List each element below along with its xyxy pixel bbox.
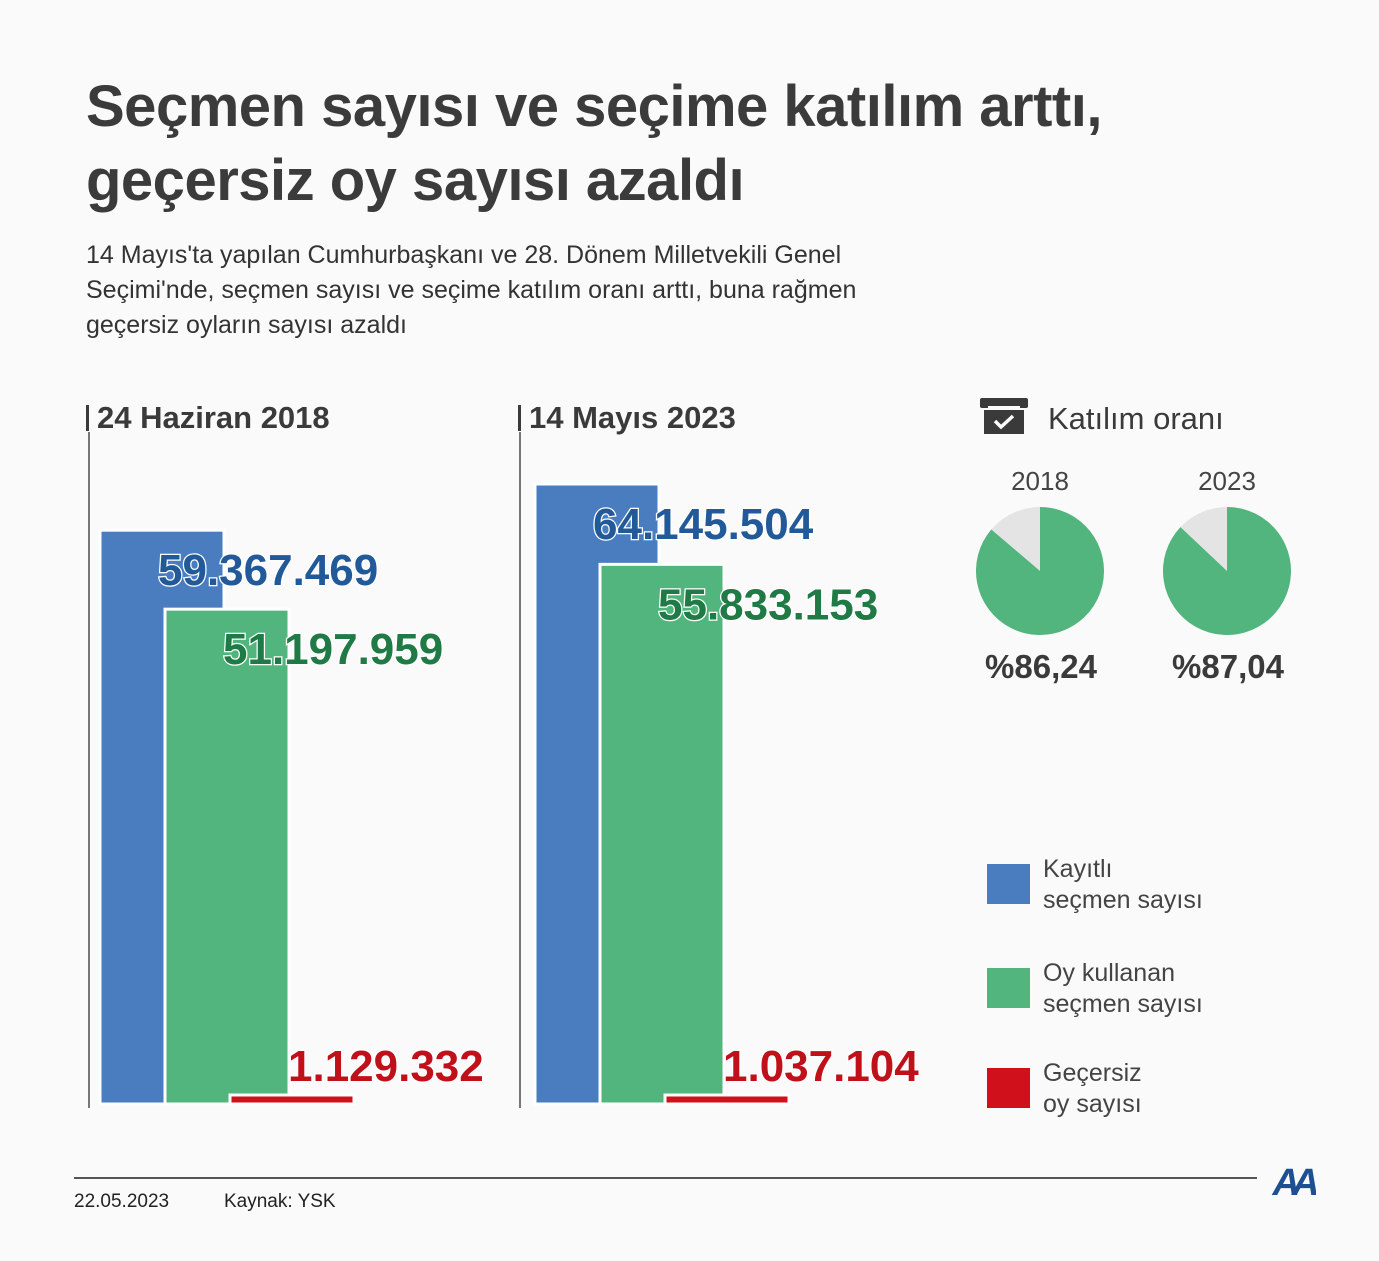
bar-voted-2023: [598, 562, 726, 1106]
legend-label-voted: Oy kullanan seçmen sayısı: [1043, 959, 1203, 1018]
bar-invalid-2018: [228, 1093, 356, 1106]
legend-swatch-invalid: [987, 1068, 1030, 1108]
pie-year-2023: 2023: [1198, 466, 1256, 496]
page-title: Seçmen sayısı ve seçime katılım arttı, g…: [86, 70, 1102, 218]
bar-invalid-2023: [663, 1093, 791, 1106]
footer-source: Kaynak: YSK: [224, 1191, 336, 1212]
subtitle-line-3: geçersiz oyların sayısı azaldı: [86, 311, 407, 339]
bar-label-invalid-2018: 1.129.332: [288, 1042, 484, 1091]
pie-percent-2023: %87,04: [1172, 648, 1284, 685]
logo-text: AA: [1272, 1162, 1316, 1201]
title-line-1: Seçmen sayısı ve seçime katılım arttı,: [86, 74, 1102, 139]
pie-heading-text: Katılım oranı: [1048, 401, 1224, 437]
panel-heading-2018: 24 Haziran 2018: [86, 400, 330, 436]
footer-date: 22.05.2023: [74, 1191, 170, 1212]
bar-label-voted-2023: 55.833.153: [658, 580, 878, 629]
title-line-2: geçersiz oy sayısı azaldı: [86, 148, 745, 213]
panel-heading-2018-text: 24 Haziran 2018: [97, 400, 330, 435]
pie-heading: Katılım oranı: [978, 396, 1224, 446]
legend-swatch-registered: [987, 864, 1030, 904]
panel-divider-2023: [519, 432, 521, 1108]
panel-divider-2018: [88, 432, 90, 1108]
bar-label-registered-2023: 64.145.504: [593, 500, 814, 549]
panel-tick: [518, 405, 521, 431]
subtitle: 14 Mayıs'ta yapılan Cumhurbaşkanı ve 28.…: [86, 238, 1006, 343]
footer-divider: [74, 1177, 1257, 1179]
pie-slice-2018: [976, 507, 1104, 635]
aa-logo: AA: [1268, 1157, 1325, 1206]
panel-heading-2023-text: 14 Mayıs 2023: [529, 400, 736, 435]
bar-charts: 59.367.469 51.197.959 1.129.332 64.145.504 5…: [98, 482, 921, 1106]
legend-label-registered: Kayıtlı seçmen sayısı: [1043, 855, 1203, 914]
subtitle-line-1: 14 Mayıs'ta yapılan Cumhurbaşkanı ve 28.…: [86, 241, 842, 269]
pie-percent-2018: %86,24: [985, 648, 1097, 685]
bar-label-registered-2018: 59.367.469: [158, 546, 378, 595]
panel-heading-2023: 14 Mayıs 2023: [518, 400, 736, 436]
legend-swatch-voted: [987, 968, 1030, 1008]
bar-label-voted-2018: 51.197.959: [223, 625, 443, 674]
subtitle-line-2: Seçimi'nde, seçmen sayısı ve seçime katı…: [86, 276, 857, 304]
pie-charts: [976, 507, 1291, 635]
bar-label-invalid-2023: 1.037.104: [723, 1042, 919, 1091]
ballot-box-icon: [978, 396, 1030, 446]
bar-voted-2018: [163, 607, 291, 1106]
pie-slice-2023: [1163, 507, 1291, 635]
legend-label-invalid: Geçersiz oy sayısı: [1043, 1059, 1142, 1118]
panel-tick: [86, 405, 89, 431]
pie-year-2018: 2018: [1011, 466, 1069, 496]
